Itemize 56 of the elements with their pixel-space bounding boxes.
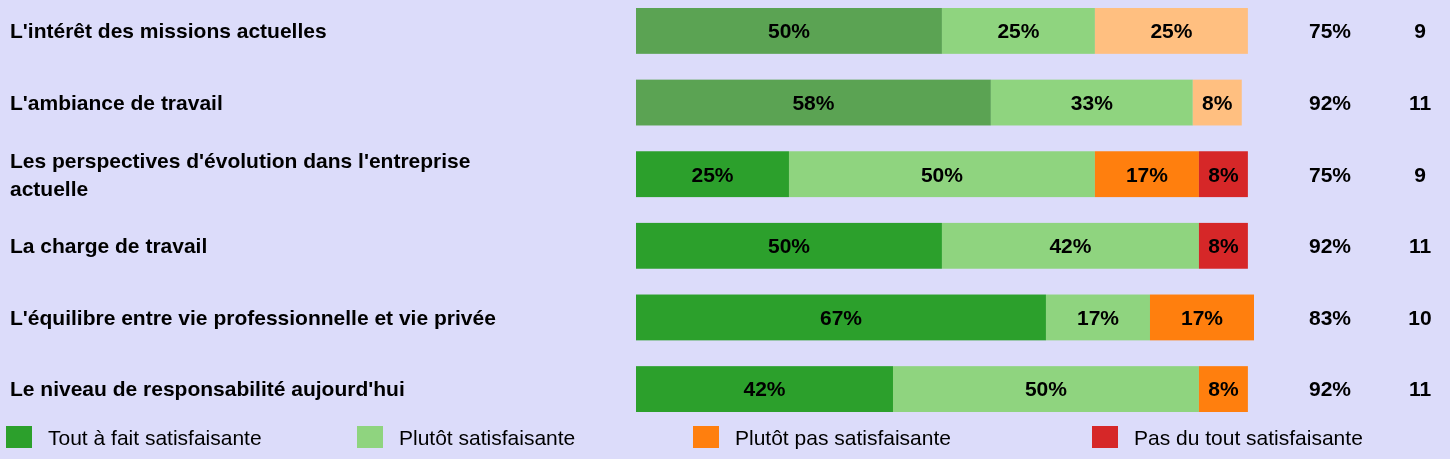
bar xyxy=(636,222,942,269)
y-tick-label: La charge de travail xyxy=(10,234,208,258)
text: 92% xyxy=(1308,234,1352,258)
bar xyxy=(636,366,893,412)
data-label: 50% xyxy=(767,234,811,258)
text: 92% xyxy=(1308,90,1352,114)
text: 92% xyxy=(1308,377,1352,401)
text: 11 xyxy=(1408,377,1432,401)
bar xyxy=(1094,151,1199,198)
data-label: 8% xyxy=(1202,90,1233,114)
legend-label: Plutôt pas satisfaisante xyxy=(735,426,951,449)
bar xyxy=(941,222,1199,269)
bar xyxy=(788,151,1095,198)
text: 10 xyxy=(1408,305,1432,329)
text: 9 xyxy=(1414,19,1426,43)
text: 9 xyxy=(1414,162,1426,186)
data-label: 58% xyxy=(792,90,835,114)
bar xyxy=(636,151,789,198)
data-label: 25% xyxy=(691,162,734,186)
text: 75% xyxy=(1308,162,1352,186)
data-label: 50% xyxy=(1024,377,1068,401)
bar xyxy=(1149,294,1254,341)
bar xyxy=(636,8,942,54)
y-tick-label: L'ambiance de travail xyxy=(10,90,223,114)
data-label: 8% xyxy=(1208,234,1239,258)
bar xyxy=(941,8,1095,54)
text: 75% xyxy=(1308,19,1352,43)
data-label: 67% xyxy=(819,305,863,329)
data-label: 50% xyxy=(920,162,964,186)
data-label: 17% xyxy=(1076,305,1120,329)
text: 11 xyxy=(1408,90,1432,114)
y-tick-label: Les perspectives d'évolution dans l'entreprise actuelle xyxy=(10,148,471,200)
y-tick-label: L'équilibre entre vie professionnelle et vie privée xyxy=(10,305,496,329)
y-tick-label: L'intérêt des missions actuelles xyxy=(10,19,327,43)
bar xyxy=(990,79,1193,126)
bar xyxy=(636,79,991,126)
data-label: 8% xyxy=(1208,377,1239,401)
legend-label: Tout à fait satisfaisante xyxy=(48,426,262,449)
text: 83% xyxy=(1308,305,1352,329)
data-label: 42% xyxy=(1049,234,1092,258)
bar xyxy=(1094,8,1248,54)
data-label: 25% xyxy=(1150,19,1193,43)
text: 11 xyxy=(1408,234,1432,258)
data-label: 42% xyxy=(743,377,786,401)
data-label: 25% xyxy=(997,19,1040,43)
data-label: 17% xyxy=(1125,162,1169,186)
data-label: 8% xyxy=(1208,162,1239,186)
data-label: 50% xyxy=(767,19,811,43)
bar xyxy=(1045,294,1150,341)
data-label: 17% xyxy=(1180,305,1224,329)
legend-label: Plutôt satisfaisante xyxy=(399,426,576,449)
y-tick-label: Le niveau de responsabilité aujourd'hui xyxy=(10,377,405,401)
bar xyxy=(892,366,1199,412)
legend-label: Pas du tout satisfaisante xyxy=(1134,426,1363,449)
bar xyxy=(636,294,1046,341)
data-label: 33% xyxy=(1070,90,1114,114)
